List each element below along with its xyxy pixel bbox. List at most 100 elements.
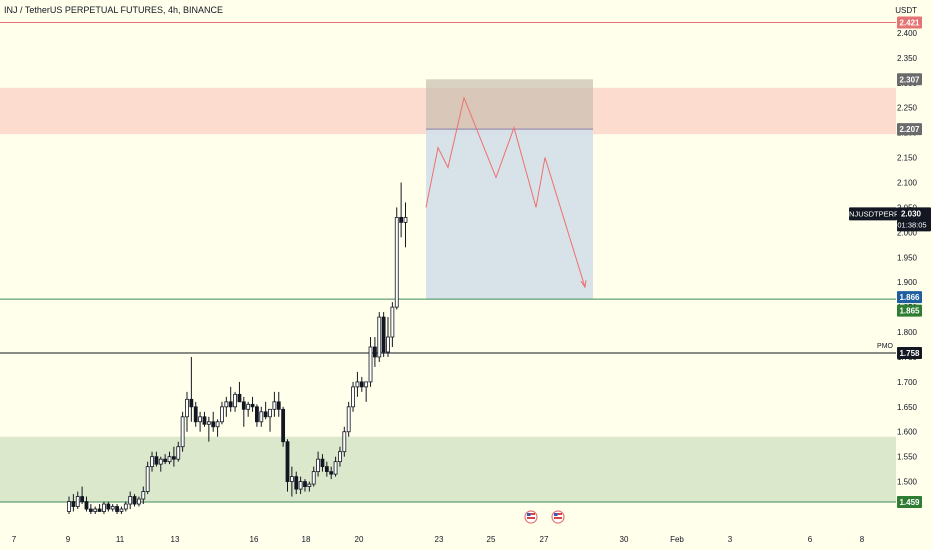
candle-up	[377, 316, 382, 358]
candle-down	[324, 466, 329, 473]
price-tag-bg	[897, 304, 922, 317]
candle-down	[276, 401, 281, 410]
price-tag-bg	[897, 73, 922, 86]
y-tick-label: 2.000	[897, 228, 918, 237]
y-tick-label: 1.700	[897, 378, 918, 387]
price-tags-layer: 2.421 2.307 2.207 1.866 1.865 1.758 1.459 INJUS…	[847, 16, 931, 509]
flag-canton	[554, 513, 558, 516]
candle-down	[359, 381, 364, 388]
chart-title: INJ / TetherUS PERPETUAL FUTURES, 4h, BI…	[4, 5, 224, 15]
x-tick-label: 20	[355, 535, 364, 544]
symbol-tag-text: INJUSDTPERP	[847, 209, 899, 218]
candle-down	[189, 398, 194, 408]
candle-up	[394, 216, 399, 308]
candle-up	[390, 306, 395, 338]
candle-down	[303, 481, 307, 487]
price-tag-text: 1.866	[899, 293, 920, 302]
candle-down	[255, 406, 259, 423]
candles-layer	[67, 182, 408, 514]
candle-up	[368, 346, 373, 383]
candle-up	[128, 496, 133, 505]
candle-up	[141, 491, 146, 500]
candle-up	[298, 481, 303, 490]
candle-down	[381, 316, 386, 353]
symbol-tag-bg	[849, 207, 897, 221]
y-tick-label: 1.600	[897, 428, 918, 437]
x-tick-label: 9	[66, 535, 71, 544]
time-axis[interactable]: 7 9 11 13 16 18 20 23 25 27 30 Feb 3 6 8	[12, 535, 865, 544]
y-tick-label: 2.150	[897, 154, 918, 163]
candle-down	[202, 416, 207, 425]
candle-up	[364, 381, 369, 388]
candle-down	[163, 458, 168, 463]
candle-up	[123, 503, 128, 510]
price-tag-text: 1.758	[899, 349, 920, 358]
current-price-tag-bg	[897, 207, 931, 232]
flag-stripe	[527, 513, 535, 515]
candle-up	[176, 446, 181, 460]
candle-up	[346, 406, 351, 433]
candle-up	[137, 498, 141, 505]
y-tick-label: 1.650	[897, 403, 918, 412]
candle-up	[215, 421, 220, 428]
candle-up	[119, 508, 124, 512]
candle-up	[386, 336, 390, 353]
y-tick-label: 2.100	[897, 178, 918, 187]
candle-up	[93, 508, 98, 512]
candle-down	[263, 411, 268, 418]
candle-down	[228, 401, 233, 408]
x-tick-label: 16	[250, 535, 259, 544]
y-tick-label: 1.500	[897, 478, 918, 487]
candle-up	[145, 466, 150, 492]
candle-up	[158, 458, 163, 465]
y-tick-label: 1.900	[897, 278, 918, 287]
flag-canton	[527, 513, 531, 516]
candle-up	[333, 461, 338, 475]
candle-up	[311, 471, 316, 485]
y-tick-label: 2.250	[897, 104, 918, 113]
candle-down	[399, 216, 404, 223]
forecast-path	[425, 96, 586, 288]
price-tag-bg	[897, 346, 922, 359]
price-tag-bg	[897, 496, 922, 509]
price-tag-text: 1.459	[899, 498, 920, 507]
price-lines-layer	[0, 21, 896, 503]
event-icons-layer	[524, 510, 565, 524]
candle-up	[342, 431, 347, 453]
us-flag-event-icon	[524, 510, 538, 524]
candle-up	[150, 456, 154, 468]
candle-up	[67, 501, 71, 512]
candle-up	[316, 458, 320, 473]
y-tick-label: 1.550	[897, 453, 918, 462]
candle-down	[154, 456, 159, 465]
candle-down	[250, 403, 255, 408]
candle-up	[75, 496, 80, 507]
price-tag-2.207: 2.207	[897, 123, 922, 136]
price-tag-1.459: 1.459	[897, 496, 922, 509]
candle-down	[285, 441, 290, 482]
candle-up	[351, 386, 355, 408]
price-tag-bg	[897, 123, 922, 136]
current-price-text: 2.030	[901, 209, 922, 218]
y-tick-label: 1.950	[897, 253, 918, 262]
forecast-path-layer	[425, 96, 587, 289]
candle-up	[185, 398, 189, 418]
axis-unit-label: USDT	[895, 6, 917, 15]
candle-up	[403, 216, 408, 223]
candle-down	[106, 503, 111, 510]
price-tag-2.421: 2.421	[897, 16, 922, 29]
candle-up	[206, 421, 211, 425]
us-flag-event-icon	[551, 510, 565, 524]
candle-up	[259, 411, 264, 423]
candle-down	[84, 501, 89, 510]
candle-up	[338, 451, 342, 463]
candle-up	[198, 416, 203, 423]
x-tick-label: Feb	[670, 535, 684, 544]
candle-down	[281, 408, 286, 443]
x-tick-label: 11	[116, 535, 125, 544]
candle-up	[268, 408, 272, 418]
x-tick-label: 23	[435, 535, 444, 544]
candle-down	[171, 456, 176, 460]
price-tag-1.865: 1.865	[897, 304, 922, 317]
